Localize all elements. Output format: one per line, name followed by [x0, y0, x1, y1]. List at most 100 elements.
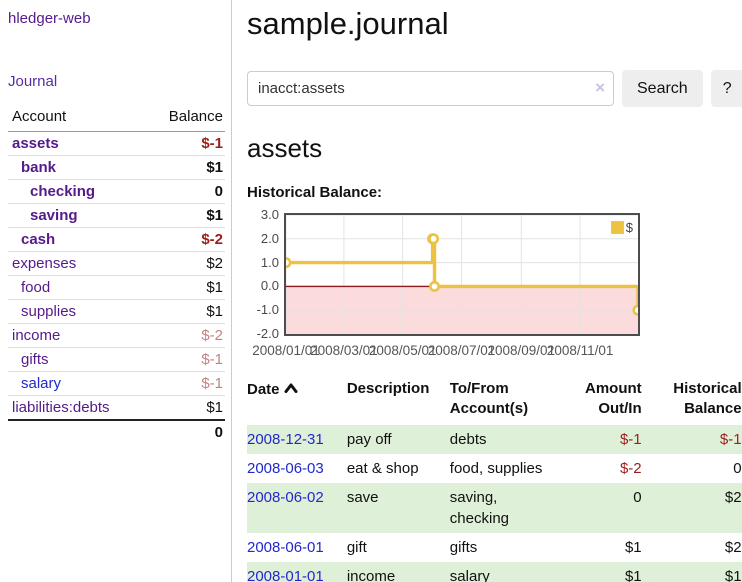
help-button[interactable]: ? [710, 70, 742, 107]
y-axis-tick-label: -1.0 [256, 302, 279, 318]
sidebar-item-journal[interactable]: Journal [8, 73, 58, 90]
sort-ascending-icon [284, 379, 298, 399]
account-link-checking[interactable]: checking [30, 183, 96, 200]
account-row: gifts $-1 [8, 347, 225, 372]
account-row: saving $1 [8, 203, 225, 228]
y-axis-tick-label: 1.0 [260, 254, 279, 270]
transaction-description: save [346, 483, 450, 533]
search-button[interactable]: Search [622, 70, 703, 107]
account-row: liabilities:debts $1 [8, 395, 225, 420]
transaction-balance: $-1 [643, 425, 742, 454]
accounts-header-balance: Balance [145, 104, 225, 132]
transaction-date-link[interactable]: 2008-06-01 [247, 539, 324, 556]
transaction-amount: 0 [561, 483, 644, 533]
account-title: assets [247, 133, 323, 163]
account-row: food $1 [8, 275, 225, 300]
accounts-total-row: 0 [8, 419, 225, 444]
x-axis-tick-label: 2008/09/01 [487, 343, 556, 358]
transaction-date-link[interactable]: 2008-06-03 [247, 460, 324, 477]
app-brand-link[interactable]: hledger-web [8, 10, 91, 27]
account-row: cash $-2 [8, 227, 225, 252]
account-balance: $-1 [201, 135, 223, 152]
y-axis-tick-label: 0.0 [260, 278, 279, 294]
sidebar: hledger-web Journal Account Balance asse… [0, 0, 232, 582]
register-table: Date Description To/From Account(s) Amou… [247, 377, 742, 582]
chart-title: Historical Balance: [247, 184, 383, 201]
legend-swatch-icon [610, 221, 624, 234]
account-link-salary[interactable]: salary [21, 375, 62, 392]
transaction-balance: $1 [643, 562, 742, 582]
transaction-description: eat & shop [346, 460, 419, 477]
y-axis-tick-label: 2.0 [260, 230, 279, 246]
register-row: 2008-06-02 save saving, checking 0 $2 [247, 483, 742, 533]
account-balance: $1 [145, 299, 225, 324]
account-row: assets $-1 [8, 132, 225, 156]
account-link-assets[interactable]: assets [12, 135, 59, 152]
account-row: checking 0 [8, 179, 225, 204]
account-link-income[interactable]: income [12, 327, 61, 344]
account-row: expenses $2 [8, 251, 225, 276]
transaction-amount: $1 [624, 539, 642, 556]
account-link-liabilities-debts[interactable]: liabilities:debts [12, 399, 110, 416]
x-axis-tick-label: 2008/11/01 [546, 343, 614, 358]
transaction-date-link[interactable]: 2008-01-01 [247, 568, 324, 582]
x-axis-tick-label: 2008/03/01 [310, 343, 378, 358]
account-balance: $-2 [145, 323, 225, 348]
clear-search-icon[interactable]: × [595, 78, 605, 97]
account-row: salary $-1 [8, 371, 225, 396]
transaction-balance: $2 [643, 483, 742, 533]
transaction-amount: $-1 [561, 425, 644, 454]
transaction-amount: $-2 [619, 460, 642, 477]
register-row: 2008-12-31 pay off debts $-1 $-1 [247, 425, 742, 454]
register-header-accounts: To/From Account(s) [449, 380, 529, 417]
account-row: bank $1 [8, 155, 225, 180]
transaction-description: pay off [346, 425, 450, 454]
account-balance: 0 [145, 179, 225, 204]
transaction-amount: $1 [561, 562, 644, 582]
account-balance: $-2 [145, 227, 225, 252]
y-axis-tick-label: -2.0 [256, 326, 279, 341]
account-link-expenses[interactable]: expenses [12, 255, 77, 272]
chart-canvas [286, 215, 638, 334]
historical-balance-chart: $ 3.0 2.0 1.0 0.0 -1.0 -2.0 2008/01/01 2008/03/… [247, 208, 742, 363]
chart-legend: $ [610, 220, 633, 235]
main-content: sample.journal × Search ? assets Histori… [232, 0, 742, 582]
transaction-accounts: debts [449, 425, 562, 454]
transaction-balance: 0 [733, 460, 742, 477]
transaction-description: gift [346, 539, 367, 556]
transaction-date-link[interactable]: 2008-12-31 [247, 431, 324, 448]
x-axis-tick-label: 2008/01/01 [252, 343, 320, 358]
account-balance: $-1 [145, 371, 225, 396]
page-title: sample.journal [247, 6, 449, 41]
account-link-gifts[interactable]: gifts [21, 351, 49, 368]
transaction-accounts: salary [449, 562, 562, 582]
account-link-bank[interactable]: bank [21, 159, 57, 176]
register-header-date[interactable]: Date [247, 377, 347, 425]
register-header-amount: Amount Out/In [584, 380, 642, 417]
account-balance: $1 [145, 155, 225, 180]
register-row: 2008-06-01 gift gifts $1 $2 [247, 533, 742, 562]
account-balance: $1 [145, 203, 225, 228]
transaction-balance: $2 [724, 539, 742, 556]
account-balance: $1 [145, 275, 225, 300]
transaction-date-link[interactable]: 2008-06-02 [247, 489, 324, 506]
search-input[interactable] [247, 71, 614, 106]
y-axis-tick-label: 3.0 [260, 207, 279, 222]
accounts-header-account: Account [8, 104, 146, 132]
search-form: × Search ? [247, 70, 742, 107]
account-link-saving[interactable]: saving [30, 207, 78, 224]
account-link-food[interactable]: food [21, 279, 51, 296]
account-balance: $1 [145, 395, 225, 420]
account-balance: $-1 [145, 347, 225, 372]
transaction-accounts: gifts [449, 539, 478, 556]
transaction-accounts: food, supplies [449, 460, 543, 477]
account-link-supplies[interactable]: supplies [21, 303, 77, 320]
register-header-balance: Historical Balance [673, 380, 742, 417]
account-balance: $2 [145, 251, 225, 276]
account-link-cash[interactable]: cash [21, 231, 56, 248]
legend-label: $ [625, 220, 633, 235]
accounts-table: Account Balance assets $-1 bank $1 check… [8, 104, 225, 444]
transaction-accounts: saving, checking [449, 483, 562, 533]
x-axis-tick-label: 2008/05/01 [368, 343, 437, 358]
accounts-total-value: 0 [145, 419, 225, 444]
